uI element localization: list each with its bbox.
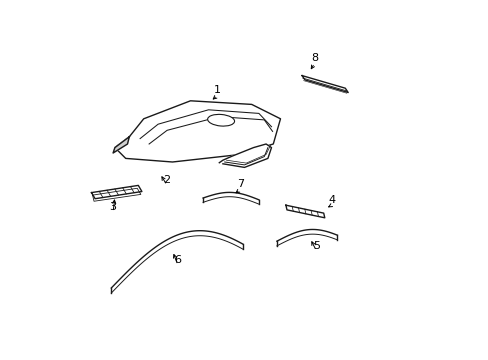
- Polygon shape: [219, 144, 271, 167]
- Polygon shape: [91, 185, 142, 199]
- Polygon shape: [113, 137, 129, 153]
- Text: 1: 1: [214, 85, 221, 95]
- Text: 4: 4: [327, 195, 334, 205]
- Text: 8: 8: [310, 53, 318, 63]
- Text: 7: 7: [236, 179, 243, 189]
- Polygon shape: [115, 101, 280, 162]
- Polygon shape: [276, 229, 337, 246]
- Polygon shape: [111, 231, 242, 293]
- Polygon shape: [285, 205, 324, 218]
- Text: 2: 2: [163, 175, 170, 185]
- Text: 3: 3: [109, 202, 116, 212]
- Text: 5: 5: [312, 240, 319, 251]
- Polygon shape: [302, 76, 347, 93]
- Text: 6: 6: [174, 255, 181, 265]
- Polygon shape: [203, 192, 258, 204]
- Ellipse shape: [207, 114, 234, 126]
